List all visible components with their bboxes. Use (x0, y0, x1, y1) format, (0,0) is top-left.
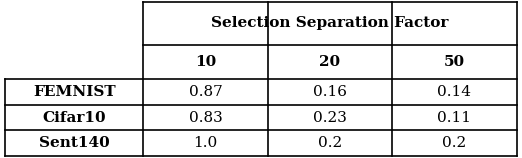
Text: 0.83: 0.83 (188, 111, 222, 125)
Text: Cifar10: Cifar10 (42, 111, 106, 125)
Text: Selection Separation Factor: Selection Separation Factor (211, 16, 449, 30)
Text: 0.2: 0.2 (318, 136, 342, 150)
Text: 0.87: 0.87 (188, 85, 222, 99)
Text: FEMNIST: FEMNIST (33, 85, 115, 99)
Text: 0.14: 0.14 (437, 85, 471, 99)
Text: 1.0: 1.0 (193, 136, 218, 150)
Text: 0.16: 0.16 (313, 85, 347, 99)
Text: 0.23: 0.23 (313, 111, 347, 125)
Text: 20: 20 (319, 55, 340, 69)
Text: 50: 50 (444, 55, 465, 69)
Text: 10: 10 (195, 55, 216, 69)
Text: 0.2: 0.2 (442, 136, 467, 150)
Text: 0.11: 0.11 (437, 111, 471, 125)
Text: Sent140: Sent140 (39, 136, 110, 150)
